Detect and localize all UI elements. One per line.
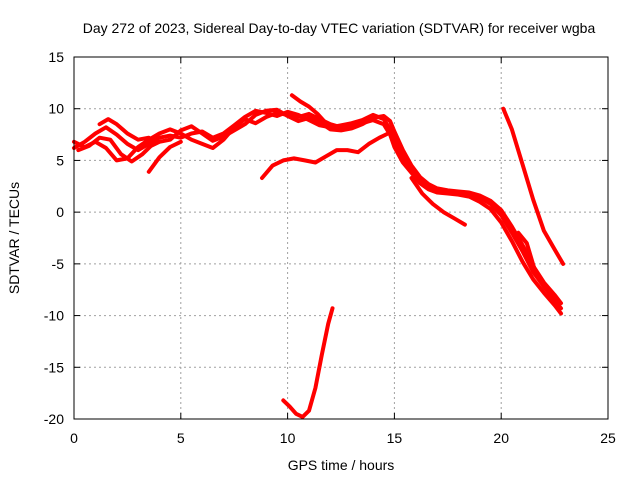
x-tick-label: 10 [280,430,296,446]
x-tick-labels: 0 5 10 15 20 25 [70,430,616,446]
axis-ticks [73,56,609,420]
series-trace-10 [516,230,555,297]
series-trace-5 [146,139,183,174]
series-trace-8 [409,176,467,227]
x-tick-label: 0 [70,430,78,446]
y-tick-label: 10 [48,101,64,117]
x-tick-label: 5 [177,430,185,446]
y-tick-label: -5 [52,256,65,272]
plot-frame [73,56,609,420]
series-trace-3 [76,107,563,306]
series-trace-6 [289,93,337,132]
y-tick-labels: -20 -15 -10 -5 0 5 10 15 [44,49,64,427]
y-tick-label: 15 [48,49,64,65]
x-tick-label: 15 [387,430,403,446]
y-tick-label: 5 [56,152,64,168]
series-trace-11 [281,306,335,419]
y-axis-label: SDTVAR / TECUs [6,182,22,294]
x-axis-label: GPS time / hours [288,457,395,473]
y-tick-label: -15 [44,359,64,375]
y-tick-label: -20 [44,411,64,427]
data-series [72,93,566,419]
chart-title: Day 272 of 2023, Sidereal Day-to-day VTE… [83,20,596,36]
y-tick-label: 0 [56,204,64,220]
series-trace-4 [97,117,158,144]
series-trace-9 [501,106,566,266]
x-tick-label: 20 [493,430,509,446]
y-tick-label: -10 [44,308,64,324]
grid-lines [74,57,608,419]
x-tick-label: 25 [600,430,616,446]
series-trace-7 [260,130,393,180]
